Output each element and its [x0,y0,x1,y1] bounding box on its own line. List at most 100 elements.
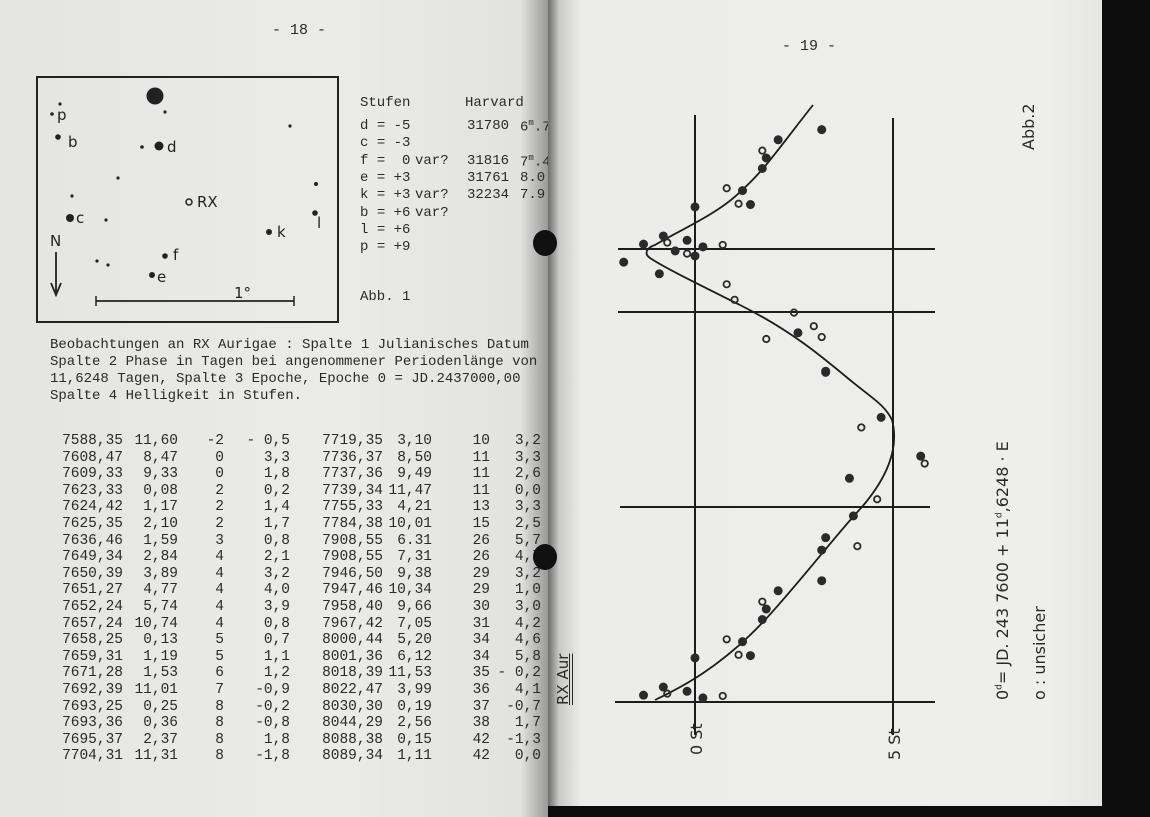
julian-date-cell: 8018,39 [322,665,383,682]
tick-label-0-st: 0 St [687,723,706,755]
star-c [66,214,74,222]
epoch-cell: 11 [472,449,490,466]
data-point [817,576,827,586]
brightness-cell: -0,9 [255,682,290,698]
epoch-cell: 3 [215,532,224,549]
star-name: e [360,169,369,186]
epoch-cell: 0 [215,466,224,483]
data-point [821,533,831,543]
data-point-uncertain [718,691,727,701]
epoch-cell: 26 [472,549,490,566]
phase-cell: 9,66 [397,599,432,615]
julian-date-cell: 7719,35 [322,433,383,449]
julian-date-cell: 7659,31 [62,648,123,665]
star-name: d [360,118,369,134]
data-point [639,239,649,249]
data-point [738,186,748,196]
epoch-cell: 42 [472,731,490,748]
phase-cell: 0,25 [143,698,178,715]
data-point-uncertain [789,308,799,317]
epoch-cell: 15 [472,516,490,532]
epoch-cell: 8 [215,731,224,748]
brightness-cell: 0,2 [263,482,290,499]
brightness-cell: 1,7 [514,715,541,732]
star-label: k [277,223,286,241]
stufen-value: = -5 [376,118,411,134]
julian-date-cell: 7692,39 [62,682,123,698]
star-label: d [167,138,177,156]
data-point [690,202,700,212]
brightness-cell: 4,2 [514,615,541,632]
julian-date-cell: 7693,36 [62,715,123,732]
binder-hole [533,544,557,570]
light-curve-chart [615,104,935,735]
phase-cell: 1,59 [143,532,178,549]
variable-note: var? [415,152,449,169]
data-point [690,251,700,261]
phase-cell: 6.31 [397,532,432,549]
brightness-cell: 4,0 [263,582,290,599]
brightness-cell: 1,7 [263,516,290,532]
star-b [55,134,61,140]
stufen-value: = +3 [376,187,411,204]
data-point-uncertain [734,650,743,659]
data-point-uncertain [762,334,771,344]
julian-date-cell: 7739,34 [322,482,383,499]
star-label: l [317,214,322,232]
comparison-star-row: p = +9 [360,239,410,255]
phase-cell: 1,53 [143,665,178,682]
data-point-uncertain [722,280,731,289]
phase-cell: 2,56 [397,715,432,732]
brightness-cell: 1,8 [263,466,290,483]
epoch-cell: 11 [472,466,490,483]
julian-date-cell: 7693,25 [62,698,123,715]
phase-cell: 11,01 [134,682,178,698]
star [116,176,120,180]
julian-date-cell: 7658,25 [62,632,123,649]
chart-title: RX Aur [554,653,572,705]
data-point [761,604,771,614]
epoch-formula: 0d= JD. 243 7600 + 11d,6248 · E [993,441,1012,700]
epoch-cell: 26 [472,532,490,549]
star-l [312,210,318,216]
brightness-cell: 0,8 [263,532,290,549]
data-point [639,690,649,700]
julian-date-cell: 7908,55 [322,532,383,549]
brightness-cell: -1,8 [255,748,290,765]
description-line: 11,6248 Tagen, Spalte 3 Epoche, Epoche 0… [50,371,521,387]
harvard-number: 31780 [467,118,510,134]
julian-date-cell: 7650,39 [62,565,123,582]
epoch-cell: 37 [472,698,490,715]
data-point [738,637,748,647]
phase-cell: 0,08 [143,482,178,499]
data-point-uncertain [663,238,672,247]
star [140,145,144,149]
star-name: l [360,221,369,238]
star-f [162,253,168,259]
data-point [658,682,668,692]
data-point [916,451,926,461]
data-point-uncertain [758,146,767,155]
stufen-value: = +6 [376,204,411,221]
star-e [149,272,155,278]
data-point [817,545,827,555]
phase-cell: 10,01 [388,516,432,532]
phase-cell: 3,99 [397,682,432,698]
phase-cell: 5,20 [397,632,432,649]
star-rx [185,198,193,206]
julian-date-cell: 7784,38 [322,516,383,532]
right-page: - 19 - 0d 10d 5d 0 St 5 St RX Aur Abb.2 … [548,0,1102,806]
brightness-cell: -0,2 [255,698,290,715]
data-point [773,586,783,596]
phase-cell: 7,05 [397,615,432,632]
epoch-cell: 4 [215,549,224,566]
epoch-cell: 2 [215,482,224,499]
description-line: Spalte 2 Phase in Tagen bei angenommener… [50,354,538,370]
epoch-cell: 0 [215,449,224,466]
epoch-cell: 8 [215,748,224,765]
star [106,263,110,267]
julian-date-cell: 7609,33 [62,466,123,483]
epoch-cell: 8 [215,698,224,715]
description-line: Beobachtungen an RX Aurigae : Spalte 1 J… [50,337,529,353]
star-name: p [360,239,369,256]
